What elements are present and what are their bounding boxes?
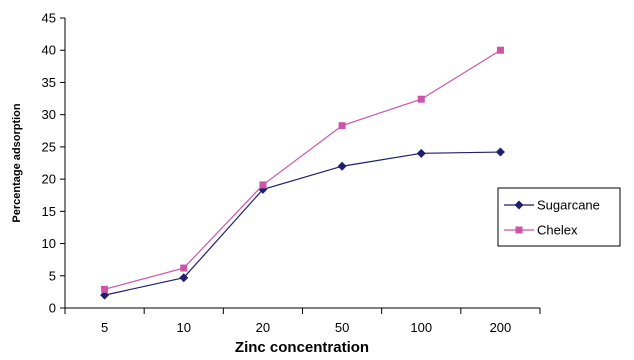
y-tick-label: 25 [42, 139, 56, 154]
data-point [100, 290, 110, 300]
legend-item-chelex: Chelex [504, 223, 578, 238]
legend: Sugarcane Chelex [497, 187, 621, 247]
y-tick-label: 30 [42, 107, 56, 122]
x-ticks: 5 10 20 50 100 200 [64, 308, 541, 335]
series-line [104, 49, 501, 290]
x-axis-title: Zinc concentration [235, 339, 369, 356]
data-point [101, 285, 109, 293]
legend-label: Sugarcane [537, 198, 600, 213]
data-point [495, 147, 505, 157]
y-tick-label: 10 [42, 236, 56, 251]
y-tick-label: 0 [49, 301, 56, 316]
series-chelex [101, 46, 504, 293]
x-tick-label: 50 [335, 320, 349, 335]
legend-item-sugarcane: Sugarcane [504, 198, 600, 213]
y-ticks: 0 5 10 15 20 25 30 35 40 45 [42, 11, 65, 316]
plot-area [64, 18, 540, 309]
data-point [338, 122, 346, 130]
x-tick-label: 20 [256, 320, 270, 335]
data-point [179, 273, 189, 283]
x-tick-label: 10 [177, 320, 191, 335]
data-point [416, 148, 426, 158]
data-point [180, 264, 188, 272]
legend-marker [514, 200, 524, 210]
data-point [337, 161, 347, 171]
series-sugarcane [100, 147, 505, 300]
series-layer [100, 46, 505, 300]
legend-items: Sugarcane Chelex [504, 198, 600, 238]
data-point [259, 181, 267, 189]
data-point [417, 95, 425, 103]
y-tick-label: 15 [42, 204, 56, 219]
y-tick-label: 20 [42, 172, 56, 187]
y-tick-label: 40 [42, 43, 56, 58]
legend-marker [515, 226, 523, 234]
y-tick-label: 45 [42, 11, 56, 26]
legend-box [497, 187, 621, 247]
series-line [104, 151, 501, 296]
y-tick-label: 35 [42, 75, 56, 90]
y-axis-title: Percentage adsorption [11, 103, 23, 222]
y-tick-label: 5 [49, 268, 56, 283]
x-tick-label: 200 [490, 320, 512, 335]
data-point [496, 46, 504, 54]
x-tick-label: 100 [410, 320, 432, 335]
x-tick-label: 5 [101, 320, 108, 335]
legend-label: Chelex [537, 223, 578, 238]
